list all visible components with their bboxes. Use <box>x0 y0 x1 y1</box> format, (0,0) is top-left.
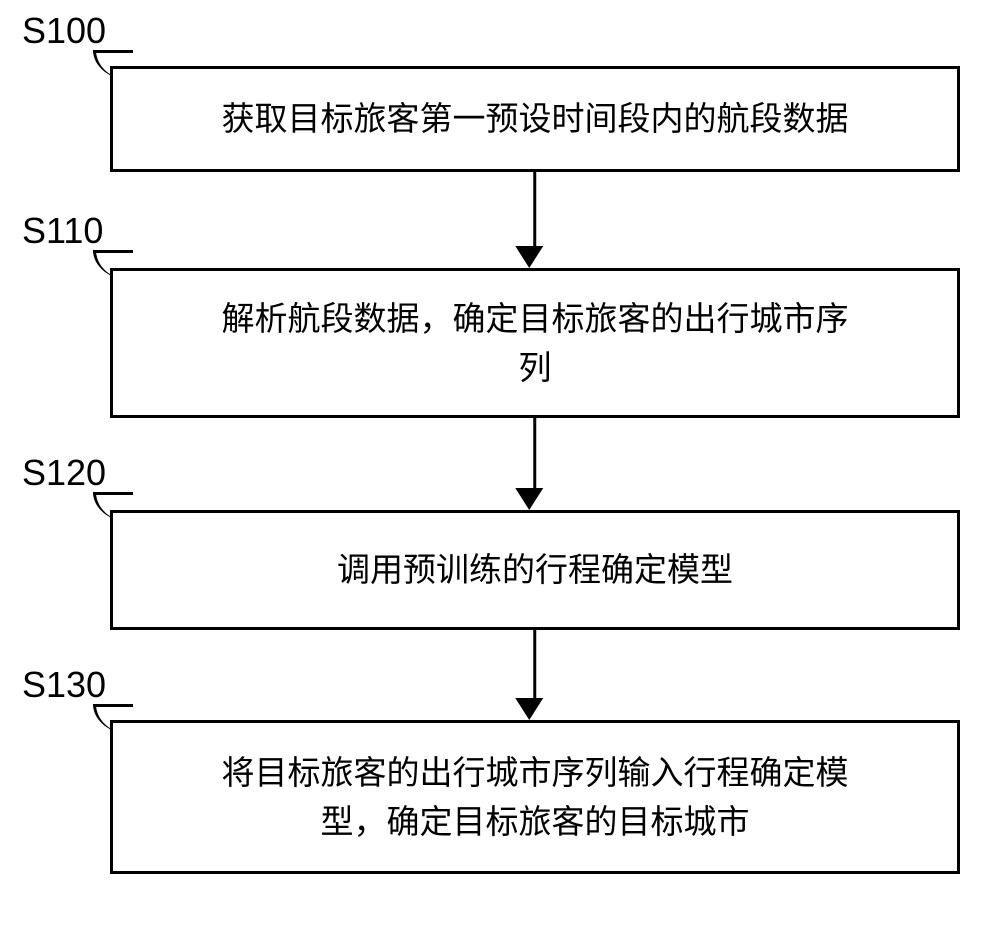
label-text: S130 <box>22 664 106 705</box>
flowchart-container: S100 获取目标旅客第一预设时间段内的航段数据 S110 解析航段数据，确定目… <box>0 0 1000 927</box>
arrow-head-icon <box>515 246 543 268</box>
arrow-head-icon <box>515 488 543 510</box>
node-text: 获取目标旅客第一预设时间段内的航段数据 <box>222 94 849 144</box>
arrow-line <box>534 418 537 488</box>
node-s120: 调用预训练的行程确定模型 <box>110 510 960 630</box>
node-text: 调用预训练的行程确定模型 <box>337 545 733 595</box>
label-s120: S120 <box>22 452 106 494</box>
node-text: 解析航段数据，确定目标旅客的出行城市序 列 <box>222 294 849 393</box>
arrow-2 <box>527 418 543 510</box>
node-s100: 获取目标旅客第一预设时间段内的航段数据 <box>110 66 960 172</box>
node-s130: 将目标旅客的出行城市序列输入行程确定模 型，确定目标旅客的目标城市 <box>110 720 960 874</box>
arrow-1 <box>527 172 543 268</box>
node-text: 将目标旅客的出行城市序列输入行程确定模 型，确定目标旅客的目标城市 <box>222 748 849 847</box>
label-s100: S100 <box>22 10 106 52</box>
arrow-head-icon <box>515 698 543 720</box>
node-s110: 解析航段数据，确定目标旅客的出行城市序 列 <box>110 268 960 418</box>
arrow-line <box>534 630 537 698</box>
label-text: S100 <box>22 10 106 51</box>
label-s110: S110 <box>22 210 103 252</box>
label-text: S110 <box>22 210 103 251</box>
label-text: S120 <box>22 452 106 493</box>
arrow-3 <box>527 630 543 720</box>
label-s130: S130 <box>22 664 106 706</box>
arrow-line <box>534 172 537 246</box>
